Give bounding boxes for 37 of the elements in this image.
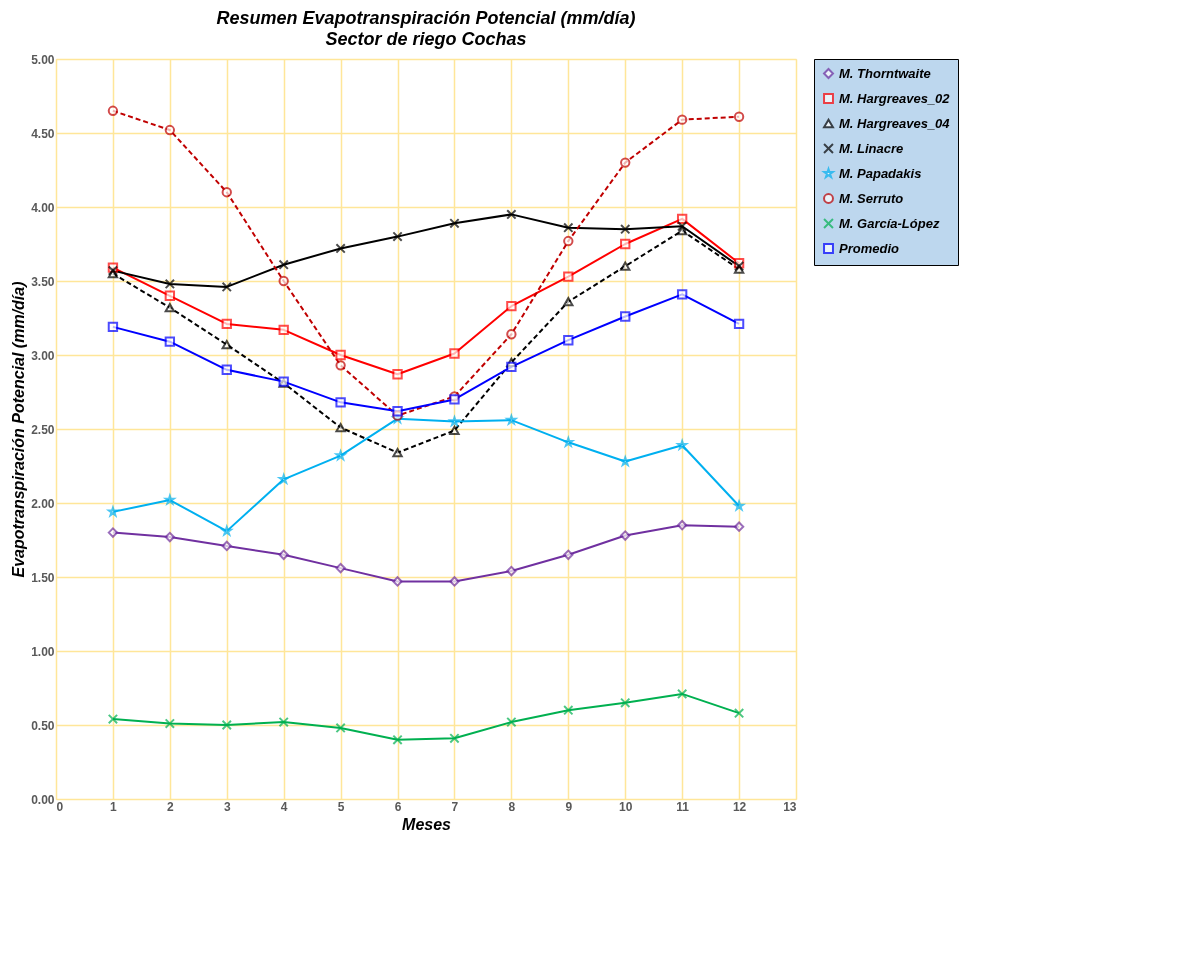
y-tick-label: 2.50 (31, 422, 55, 437)
x-tick-label: 3 (223, 799, 231, 814)
x-tick-label: 11 (676, 799, 690, 814)
legend-label: M. Thorntwaite (839, 65, 931, 81)
y-tick-label: 2.00 (31, 496, 55, 511)
legend-label: M. Serruto (839, 190, 904, 206)
y-tick-label: 1.00 (31, 644, 55, 659)
chart-title: Resumen Evapotranspiración Potencial (mm/día) (216, 8, 636, 28)
x-axis-title: Meses (402, 815, 452, 833)
legend-label: M. Hargreaves_04 (839, 115, 951, 131)
x-tick-label: 9 (565, 799, 573, 814)
x-tick-label: 0 (56, 799, 64, 814)
x-tick-label: 6 (394, 799, 402, 814)
y-tick-label: 1.50 (31, 570, 55, 585)
x-tick-label: 7 (451, 799, 459, 814)
y-tick-label: 4.50 (31, 126, 55, 141)
x-tick-label: 10 (619, 799, 633, 814)
x-tick-label: 5 (337, 799, 345, 814)
x-tick-label: 12 (732, 799, 747, 814)
legend-label: M. Papadakis (839, 165, 922, 181)
x-tick-label: 2 (167, 799, 174, 814)
y-axis-title: Evapotranspiración Potencial (mm/día) (10, 281, 28, 578)
chart-subtitle: Sector de riego Cochas (325, 29, 527, 49)
x-tick-label: 1 (110, 799, 118, 814)
legend-label: M. Hargreaves_02 (839, 90, 951, 106)
x-tick-label: 8 (508, 799, 516, 814)
legend-label: Promedio (839, 240, 900, 256)
legend-label: M. García-López (839, 215, 940, 231)
y-tick-label: 3.00 (31, 348, 55, 363)
y-tick-label: 5.00 (31, 52, 55, 67)
y-tick-label: 0.50 (31, 718, 55, 733)
y-tick-label: 4.00 (31, 200, 55, 215)
x-tick-label: 4 (280, 799, 288, 814)
y-tick-label: 0.00 (31, 792, 55, 807)
y-tick-label: 3.50 (31, 274, 55, 289)
legend-label: M. Linacre (839, 140, 904, 156)
x-tick-label: 13 (783, 799, 797, 814)
